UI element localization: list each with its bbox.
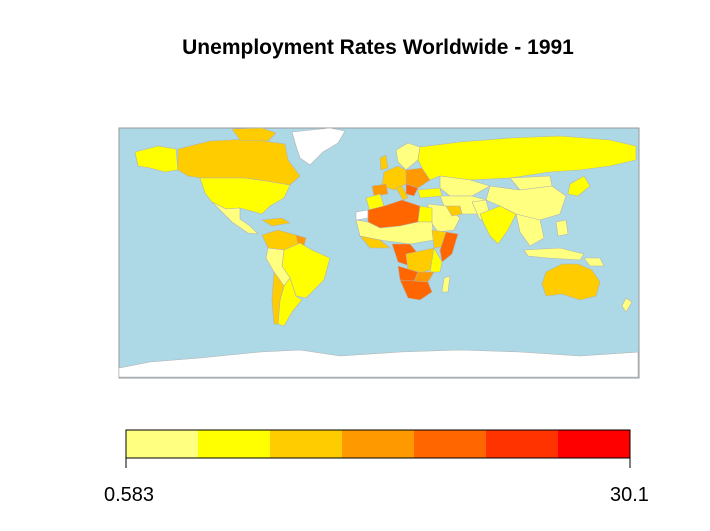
indonesia (523, 247, 585, 261)
balkans (405, 183, 419, 197)
korea-japan (567, 175, 591, 197)
australia (541, 263, 601, 301)
spain (371, 183, 389, 197)
legend-swatch-5 (414, 430, 486, 458)
uk (379, 154, 389, 171)
western-sahara (355, 209, 369, 221)
antarctica (118, 349, 639, 378)
east-africa (429, 247, 443, 273)
legend-swatch-6 (486, 430, 558, 458)
legend-swatch-3 (270, 430, 342, 458)
legend-swatch-1 (126, 430, 198, 458)
canada-islands (231, 127, 277, 142)
mexico (211, 201, 259, 235)
legend-min-label: 0.583 (104, 484, 155, 506)
legend-color-bar (125, 429, 631, 459)
madagascar (441, 275, 451, 293)
gulf-state (445, 205, 463, 217)
greenland (291, 127, 346, 166)
congo (405, 247, 439, 275)
russia (417, 135, 637, 181)
legend-max-label: 30.1 (610, 484, 649, 506)
india (479, 205, 517, 245)
southern-africa (399, 279, 433, 301)
eastern-europe (405, 167, 431, 189)
somalia (439, 231, 459, 263)
papua (583, 257, 605, 267)
chile (271, 271, 285, 325)
southeast-asia (515, 213, 545, 247)
italy (395, 185, 409, 201)
legend-swatch-4 (342, 430, 414, 458)
new-zealand (621, 297, 633, 313)
china (485, 185, 567, 221)
philippines (555, 219, 569, 237)
caribbean (261, 217, 291, 227)
egypt (417, 205, 433, 223)
turkey (417, 187, 443, 199)
alaska (134, 145, 179, 173)
map-title: Unemployment Rates Worldwide - 1991 (182, 36, 574, 59)
legend-swatch-7 (558, 430, 630, 458)
legend-swatch-2 (198, 430, 270, 458)
usa (199, 177, 291, 215)
legend-border (125, 429, 631, 459)
west-africa (359, 235, 391, 249)
